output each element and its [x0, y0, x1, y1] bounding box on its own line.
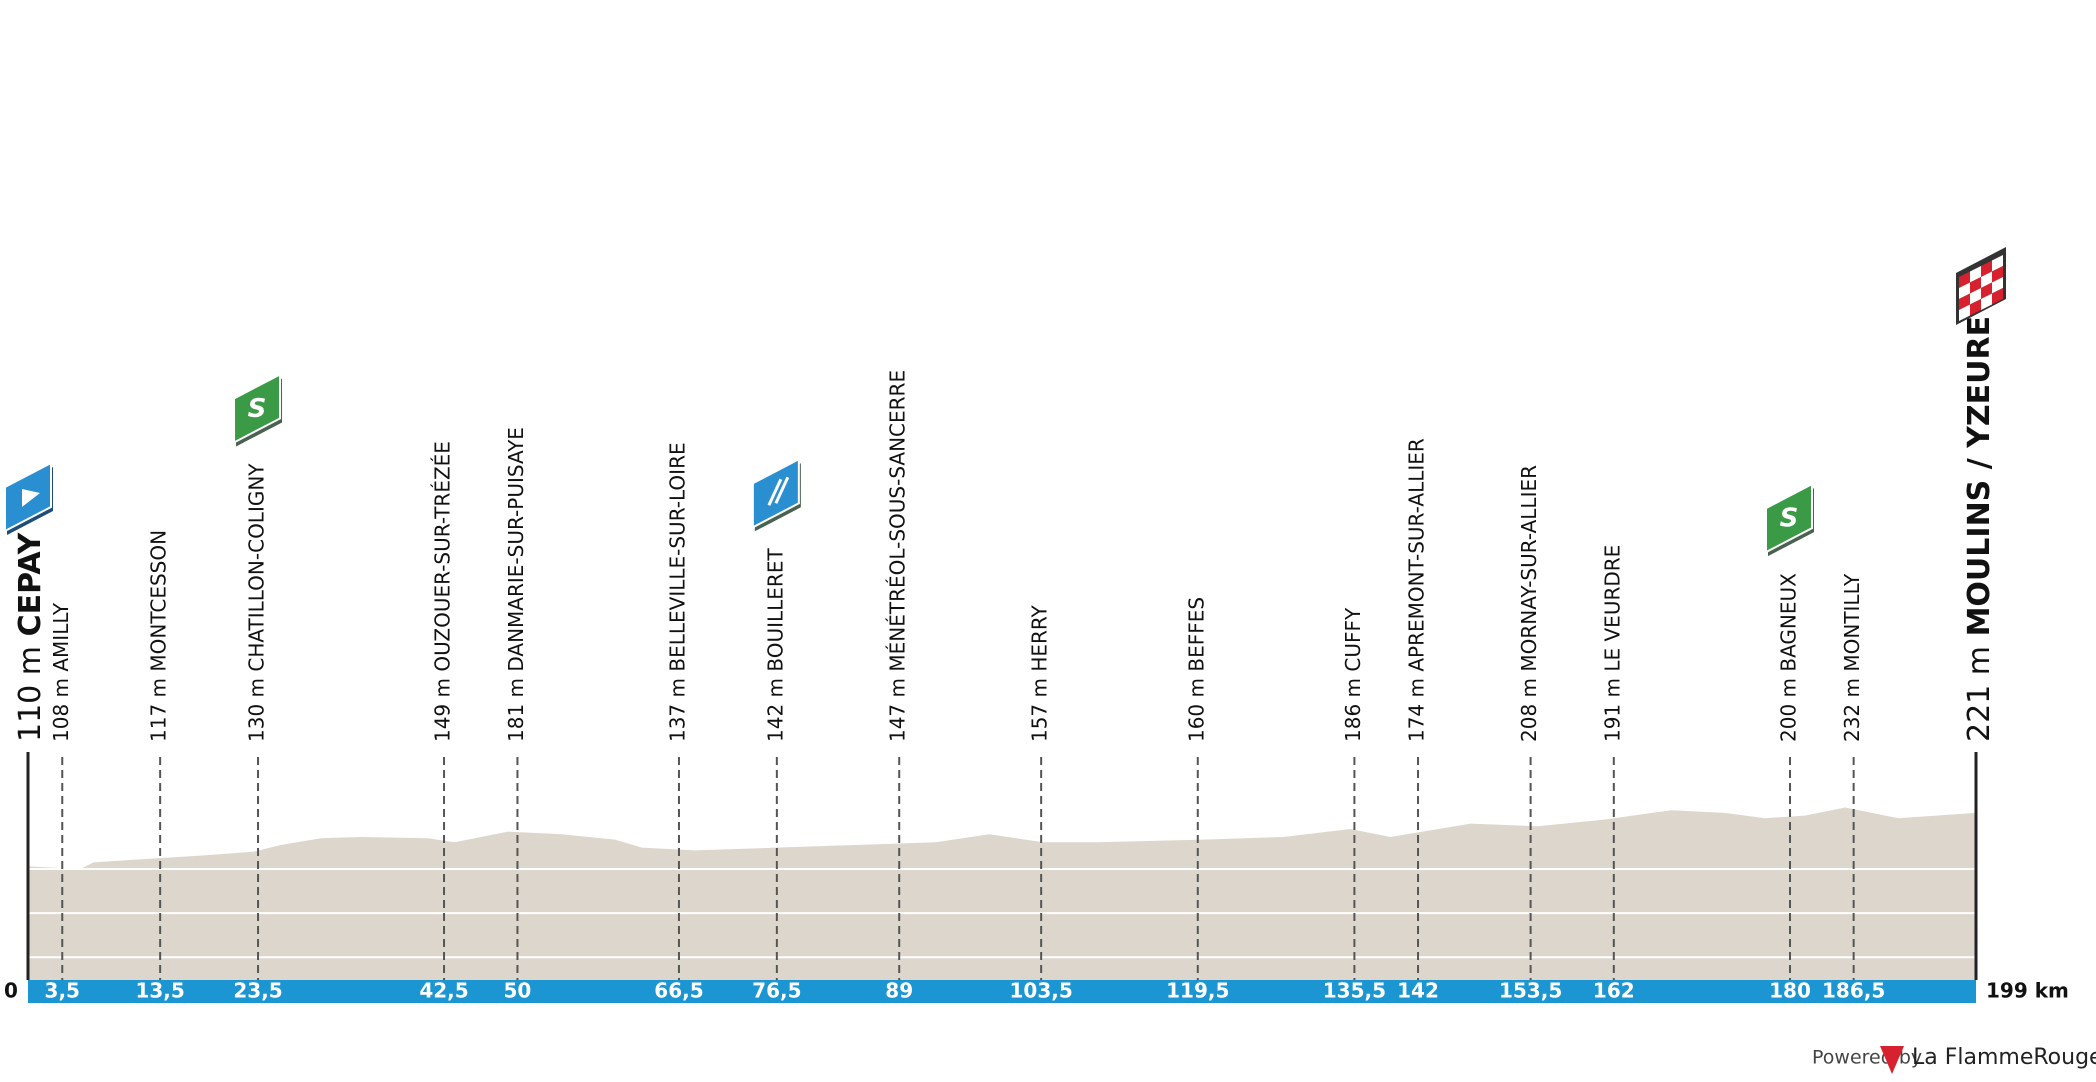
x-tick-label: 42,5: [419, 979, 468, 1003]
x-tick-label: 76,5: [752, 979, 801, 1003]
finish-altitude: 221 m: [1962, 646, 1997, 742]
waypoint-label: 147 m MÉNÉTRÉOL-SOUS-SANCERRE: [886, 370, 910, 742]
x-tick-label: 119,5: [1166, 979, 1229, 1003]
x-tick-label: 13,5: [135, 979, 184, 1003]
x-tick-label: 23,5: [233, 979, 282, 1003]
marker-glyph: [774, 476, 790, 504]
marker-body: [233, 372, 282, 445]
start-altitude: 110 m: [13, 646, 48, 742]
marker-text: S: [248, 394, 267, 424]
terrain: [28, 807, 1977, 981]
marker-body: [1765, 482, 1814, 554]
marker-glyph: [767, 478, 783, 506]
start-icon: [4, 461, 53, 535]
waypoint-label: 157 m HERRY: [1028, 604, 1052, 742]
x-tick-label: 89: [885, 979, 913, 1003]
elevation-area: [28, 807, 1977, 981]
waypoint-label: 142 m BOUILLERET: [763, 548, 787, 742]
waypoint-marker: S: [233, 372, 283, 447]
waypoint-label: 174 m APREMONT-SUR-ALLIER: [1405, 438, 1429, 742]
x-tick-label: 180: [1769, 979, 1811, 1003]
x-tick-label: 66,5: [654, 979, 703, 1003]
x-tick-label: 0: [4, 979, 18, 1003]
waypoint-label: 191 m LE VEURDRE: [1600, 545, 1624, 742]
finish-name: MOULINS / YZEURE: [1962, 316, 1997, 636]
x-tick-label: 135,5: [1323, 979, 1386, 1003]
x-tick-label: 142: [1397, 979, 1439, 1003]
distance-bar: [28, 980, 1976, 1003]
powered-by: Powered by: [1812, 1047, 1922, 1069]
x-tick-label: 199 km: [1986, 979, 2069, 1003]
x-tick-label: 153,5: [1499, 979, 1562, 1003]
waypoint-marker: [751, 457, 801, 532]
waypoint-label: 232 m MONTILLY: [1840, 573, 1864, 742]
x-tick-label: 3,5: [45, 979, 80, 1003]
waypoint-marker: S: [1765, 482, 1815, 557]
footer: Powered by La FlammeRouge: [1812, 1045, 2096, 1074]
flag-cell: [1970, 299, 1981, 316]
waypoint-label: 208 m MORNAY-SUR-ALLIER: [1517, 465, 1541, 742]
start-label: 110 m CEPAY: [13, 531, 48, 742]
finish-flag: [1956, 247, 2006, 325]
x-tick-label: 50: [504, 979, 532, 1003]
finish-label: 221 m MOULINS / YZEURE: [1962, 316, 1997, 742]
waypoint-label: 130 m CHATILLON-COLIGNY: [245, 463, 269, 742]
waypoint-label: 108 m AMILLY: [49, 602, 73, 742]
brand-logo: [1880, 1046, 1904, 1074]
waypoint-label: 149 m OUZOUER-SUR-TRÉZÉE: [431, 441, 455, 742]
brand: La FlammeRouge: [1912, 1045, 2096, 1070]
waypoint-label: 181 m DANMARIE-SUR-PUISAYE: [504, 427, 528, 742]
x-tick-label: 186,5: [1822, 979, 1885, 1003]
marker-text: S: [1780, 504, 1799, 534]
waypoint-label: 160 m BEFFES: [1184, 597, 1208, 742]
flag-cell: [1981, 293, 1992, 310]
x-tick-label: 162: [1593, 979, 1635, 1003]
waypoint-label: 200 m BAGNEUX: [1777, 573, 1801, 742]
flag-cell: [1992, 288, 2003, 305]
waypoint-label: 186 m CUFFY: [1341, 607, 1365, 742]
waypoint-label: 117 m MONTCESSON: [147, 530, 171, 742]
x-tick-label: 103,5: [1010, 979, 1073, 1003]
waypoint-label: 137 m BELLEVILLE-SUR-LOIRE: [665, 442, 689, 742]
start-name: CEPAY: [13, 531, 48, 636]
flag-cell: [1959, 304, 1970, 321]
